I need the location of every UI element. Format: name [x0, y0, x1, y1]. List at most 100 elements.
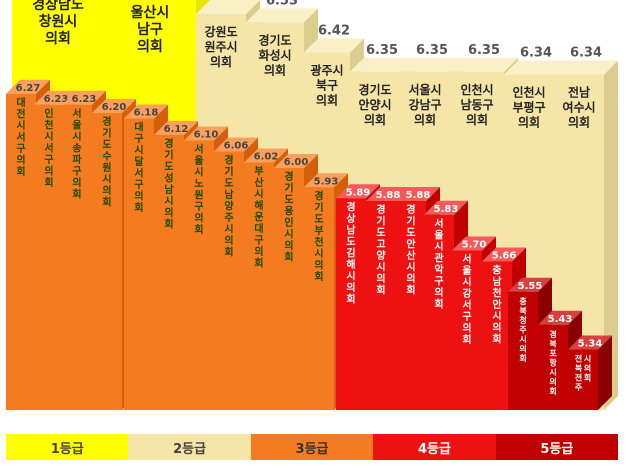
back-bar-value: 6.35	[468, 43, 500, 58]
back-bar-label: 의회	[364, 112, 386, 127]
front-bar-label-char: 구	[72, 165, 81, 177]
front-bar-label-char: 부	[314, 225, 323, 237]
front-bar-label-char: 산	[254, 176, 264, 189]
front-bar-label-char: 양	[224, 201, 234, 213]
front-bar-top	[424, 200, 468, 215]
front-bar-label-char: 도	[314, 213, 323, 225]
front-bar-face	[396, 201, 426, 410]
back-bar-top	[196, 0, 260, 15]
front-bar-label-char: 구	[194, 201, 203, 213]
front-bar-label-char: 구	[44, 154, 53, 166]
front-bar-face	[62, 104, 92, 410]
back-bar-label: 북구	[316, 79, 338, 93]
front-bar-label-char: 악	[434, 264, 444, 276]
front-bar-label-char: 남	[346, 223, 356, 236]
front-bar-label-char: 김	[346, 247, 355, 259]
front-bar-label-char: 도	[224, 178, 233, 190]
front-bar-label-char: 시	[134, 145, 143, 157]
back-bar-value: 6.53	[266, 0, 298, 8]
front-bar-label-char: 관	[434, 251, 444, 264]
back-bar-top	[246, 8, 318, 23]
front-bar-label-char: 노	[194, 178, 203, 190]
legend-grade-5: 5등급	[495, 434, 619, 460]
front-bar-value: 5.88	[376, 190, 401, 201]
back-bar-label: 안양시	[358, 97, 391, 112]
front-bar-label-char: 천	[44, 118, 53, 131]
back-bar-label: 서울시	[408, 82, 441, 97]
front-bar-value: 5.55	[518, 281, 543, 292]
back-bar-label: 의회	[137, 38, 163, 55]
front-bar-face	[34, 104, 64, 410]
front-bar-label-char: 안	[406, 238, 416, 251]
front-bar-label-char: 회	[584, 373, 591, 383]
front-bar-label-char: 회	[314, 270, 323, 283]
front-bar-label-char: 회	[16, 165, 25, 178]
front-bar-label-char: 대	[134, 121, 143, 134]
front-bar-value: 6.27	[16, 83, 41, 94]
front-bar-top	[304, 173, 348, 188]
front-bar-label-char: 서	[72, 107, 81, 120]
front-bar-label-char: 회	[434, 297, 443, 310]
front-bar-face	[366, 201, 396, 410]
front-bar-label-char: 안	[492, 298, 502, 311]
front-bar-label-char: 의	[462, 322, 471, 335]
front-bar-label-char: 의	[314, 258, 323, 271]
front-bar-label-char: 대	[16, 96, 25, 109]
front-bar-label-char: 의	[102, 184, 111, 197]
front-bar-label-char: 원	[194, 189, 203, 202]
back-bar-label: 의회	[316, 93, 338, 108]
legend-grade-3: 3등급	[250, 434, 374, 460]
back-bar-label: 의회	[264, 62, 286, 77]
front-bar-top	[508, 277, 552, 292]
front-bar-label-char: 시	[519, 335, 526, 344]
front-bar-top	[92, 99, 136, 113]
back-bar-value: 6.34	[570, 46, 602, 61]
front-bar-label-char: 구	[134, 133, 143, 145]
front-bar-label-char: 성	[164, 172, 173, 185]
front-bar-label-char: 부	[254, 166, 263, 178]
front-bar-label-char: 항	[549, 357, 557, 367]
front-bar-label-char: 회	[194, 223, 203, 236]
front-bar-label-char: 의	[584, 363, 591, 373]
front-bar-label-char: 회	[134, 201, 143, 214]
front-bar-label-char: 상	[346, 212, 356, 225]
front-bar-label-char: 의	[254, 245, 263, 258]
front-bar-label-char: 경	[346, 200, 355, 213]
front-bar-label-char: 의	[224, 234, 233, 247]
front-bar-value: 5.43	[548, 314, 573, 325]
front-bar-label-char: 시	[346, 270, 355, 282]
front-bar-label-char: 천	[492, 287, 501, 300]
front-bar-label-char: 포	[549, 349, 557, 358]
front-bar-label-char: 회	[284, 251, 293, 264]
front-bar-label-char: 울	[72, 119, 81, 131]
back-bar-label: 울산시	[131, 4, 170, 21]
front-bar-label-char: 전	[575, 354, 582, 364]
front-bar-label-char: 도	[102, 139, 111, 151]
front-bar-label-char: 의	[519, 343, 526, 353]
front-bar-label-char: 시	[284, 229, 293, 241]
front-bar-label-char: 기	[376, 215, 385, 228]
front-bar-label-char: 기	[406, 215, 415, 228]
front-bar-label-char: 서	[462, 253, 471, 266]
front-bar-label-char: 도	[376, 227, 385, 239]
front-bar-label-char: 의	[284, 239, 293, 252]
back-bar-top	[554, 60, 618, 75]
front-bar-label-char: 기	[164, 149, 173, 162]
front-bar-top	[62, 90, 106, 105]
front-bar-label-char: 의	[72, 176, 81, 189]
front-bar-value: 6.12	[164, 124, 189, 135]
back-bar-top	[304, 38, 364, 53]
back-bar-value: 6.34	[520, 46, 552, 61]
front-bar-label-char: 도	[346, 236, 355, 248]
front-bar-label-char: 회	[492, 333, 501, 346]
front-bar-label-char: 울	[434, 229, 443, 241]
front-bar-value: 6.10	[194, 130, 219, 141]
front-bar-label-char: 서	[16, 130, 25, 143]
front-bar-label-char: 천	[314, 235, 323, 248]
front-bar-top	[274, 154, 318, 168]
back-bar-label: 남동구	[460, 97, 493, 112]
back-bar-label: 부평구	[512, 101, 545, 115]
front-bar-label-char: 시	[406, 262, 415, 274]
front-bar-top	[452, 236, 496, 251]
